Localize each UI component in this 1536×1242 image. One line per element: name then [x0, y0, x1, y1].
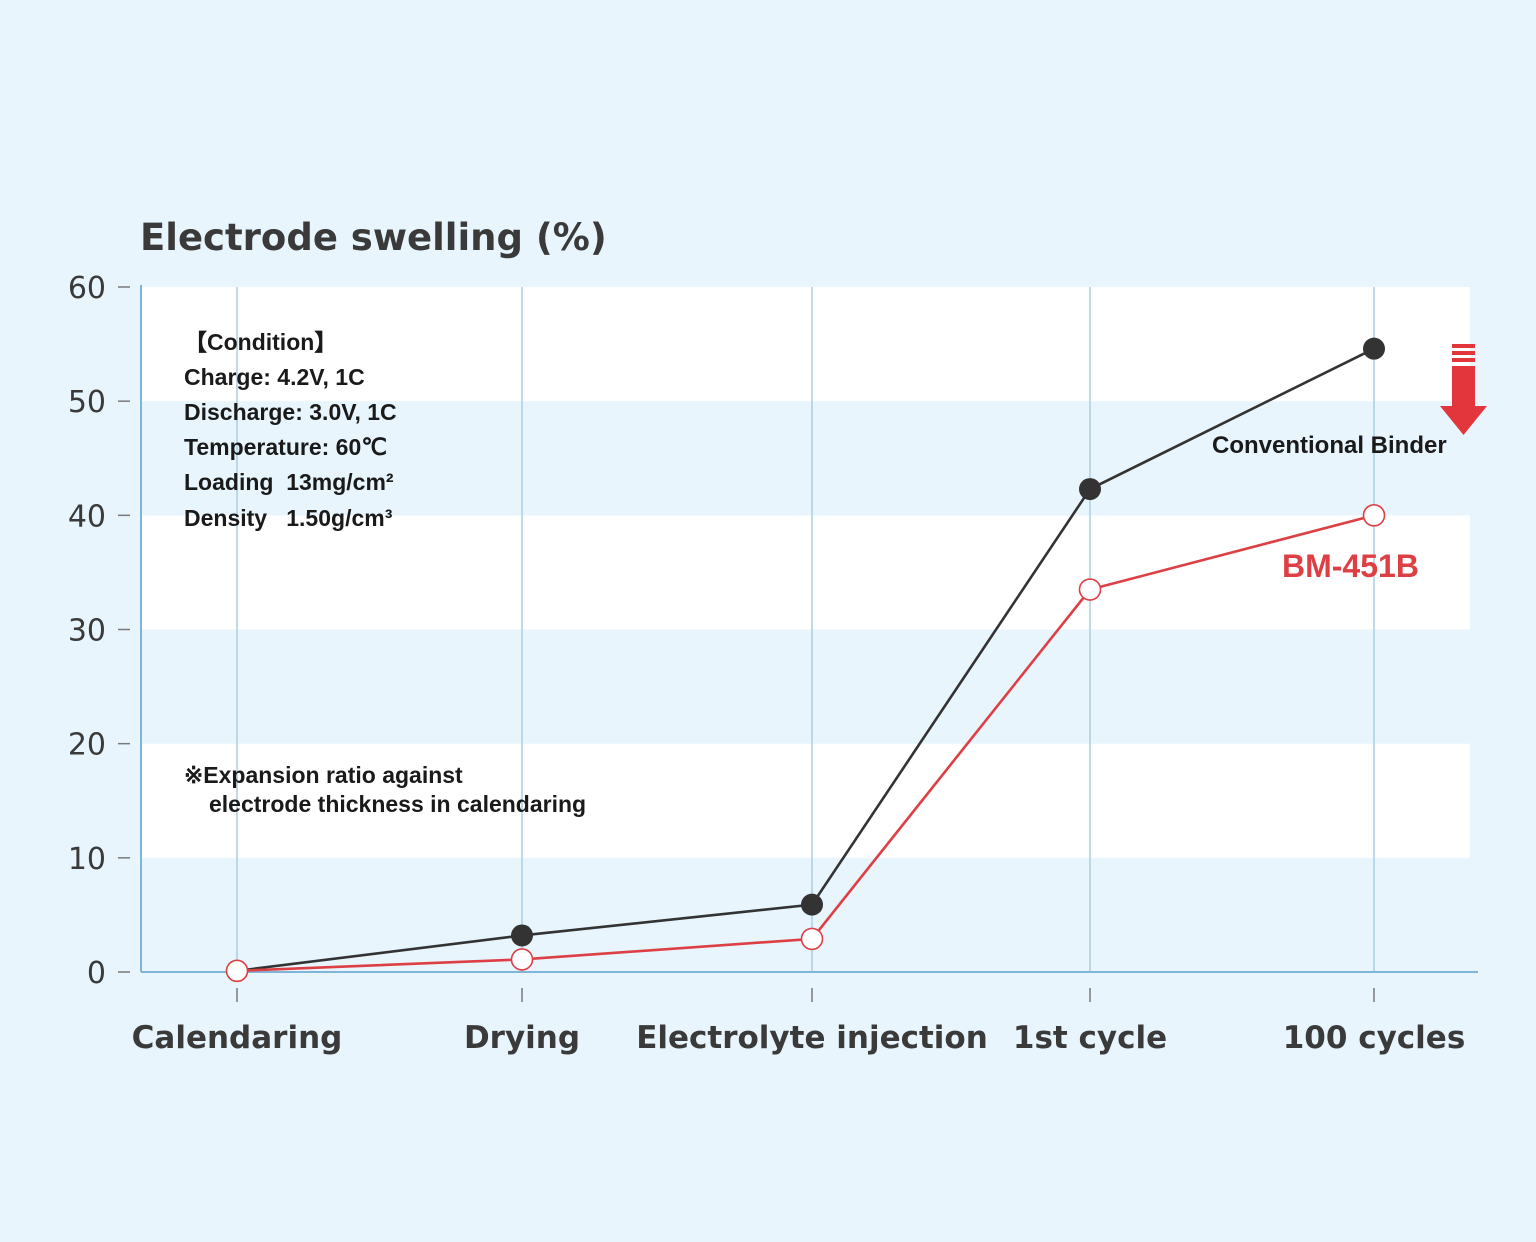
x-category-label: Electrolyte injection	[636, 1020, 988, 1056]
conventional-binder-point	[1363, 337, 1385, 360]
conventional-binder-point	[511, 924, 533, 947]
conditions-charge: Charge: 4.2V, 1C	[184, 364, 365, 390]
conditions-heading: 【Condition】	[184, 329, 337, 355]
bm451b-point	[1078, 578, 1102, 601]
conditions-loading: Loading 13mg/cm²	[184, 469, 394, 495]
y-tick-label: 40	[68, 499, 106, 534]
conventional-binder-point	[1079, 478, 1101, 501]
conditions-density: Density 1.50g/cm³	[184, 505, 393, 531]
conditions-temperature: Temperature: 60℃	[184, 434, 387, 460]
x-category-label: 1st cycle	[1013, 1020, 1167, 1056]
bm451b-label: BM-451B	[1282, 548, 1419, 584]
y-tick-label: 30	[68, 614, 106, 649]
series-points	[225, 337, 1386, 983]
chart-axes	[140, 285, 1478, 973]
y-tick-label: 60	[68, 271, 106, 306]
footnote: ※Expansion ratio against electrode thick…	[184, 762, 586, 817]
plot-band	[141, 401, 1470, 516]
y-axis-ticks: 0 10 20 30 40 50 60	[68, 271, 130, 991]
bm451b-point	[800, 927, 824, 951]
y-tick-label: 20	[68, 728, 106, 763]
footnote-line-1: ※Expansion ratio against	[184, 762, 463, 788]
plot-band	[141, 287, 1470, 402]
conditions-discharge: Discharge: 3.0V, 1C	[184, 399, 397, 425]
conditions-note: 【Condition】 Charge: 4.2V, 1C Discharge: …	[184, 329, 397, 531]
conventional-binder-label: Conventional Binder	[1212, 432, 1447, 459]
x-category-label: Calendaring	[132, 1020, 343, 1056]
plot-band	[141, 743, 1470, 858]
y-tick-label: 0	[87, 956, 106, 991]
plot-band	[141, 629, 1470, 744]
conventional-binder-point	[801, 893, 823, 916]
plot-band	[141, 857, 1470, 972]
bm451b-point	[1362, 504, 1386, 527]
down-arrow-icon	[1440, 344, 1487, 435]
y-tick-label: 10	[68, 842, 106, 877]
footnote-line-2: electrode thickness in calendaring	[209, 791, 586, 817]
y-axis-title: Electrode swelling (%)	[140, 216, 607, 259]
x-category-label: 100 cycles	[1283, 1020, 1466, 1056]
bm451b-point	[510, 948, 534, 971]
x-category-label: Drying	[464, 1020, 580, 1056]
y-tick-label: 50	[68, 385, 106, 420]
vertical-gridlines	[236, 287, 1375, 972]
plot-band	[141, 515, 1470, 630]
x-axis-ticks: Calendaring Drying Electrolyte injection 1s…	[132, 988, 1466, 1056]
bm451b-point	[225, 959, 249, 983]
plot-background-bands	[141, 287, 1470, 972]
